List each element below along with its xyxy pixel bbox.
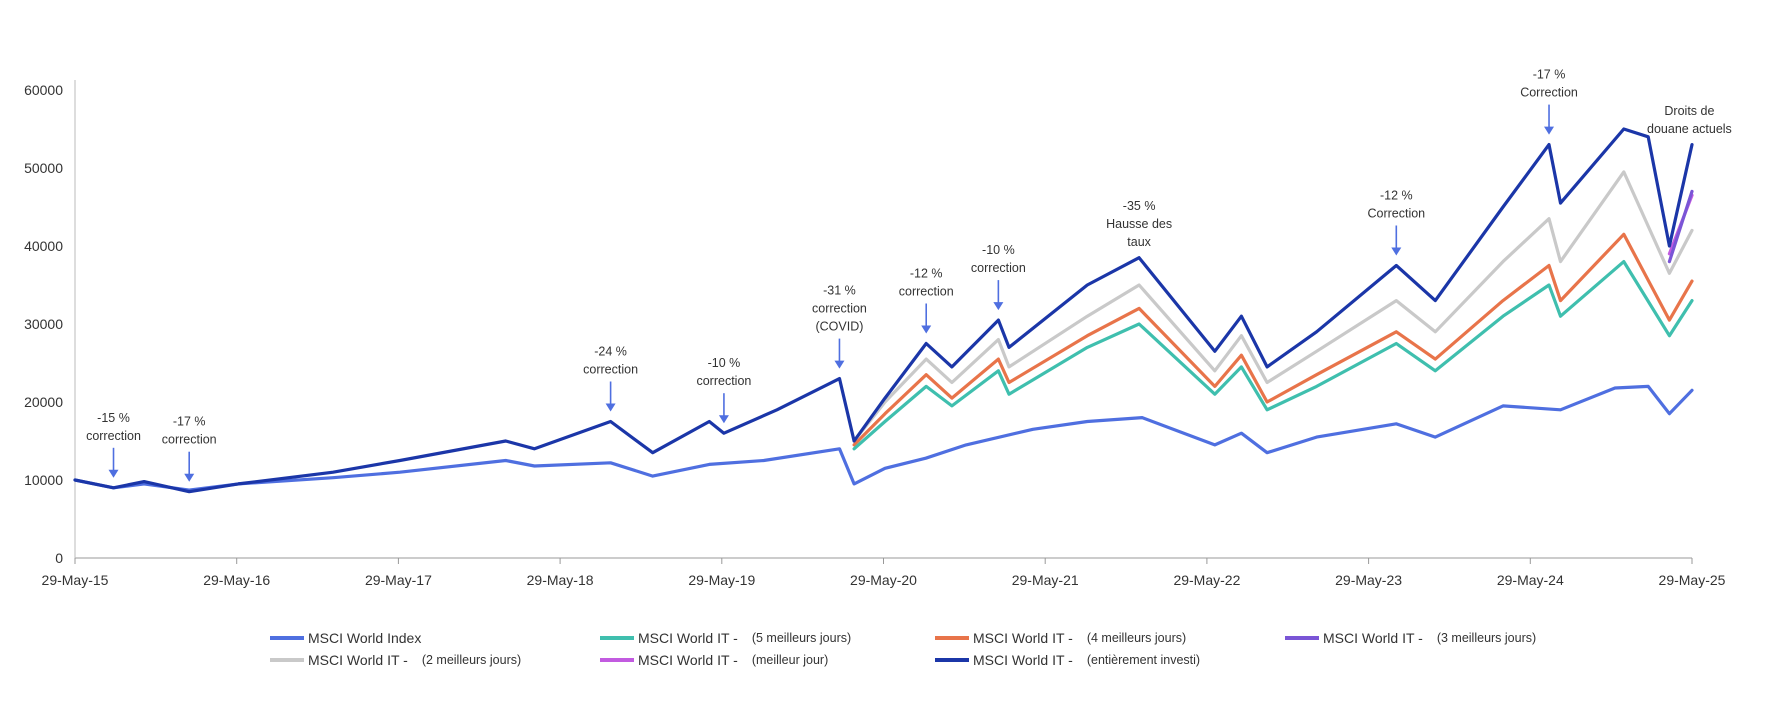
legend-swatch xyxy=(600,636,634,640)
series-line xyxy=(852,232,1694,447)
x-tick-label: 29-May-24 xyxy=(1497,572,1564,588)
legend-item: MSCI World IT - (meilleur jour) xyxy=(600,652,828,668)
legend-sublabel: (5 meilleurs jours) xyxy=(751,631,852,645)
x-tick-label: 29-May-19 xyxy=(688,572,755,588)
annotation-arrowhead xyxy=(718,415,729,424)
legend-item: MSCI World Index xyxy=(270,630,435,646)
annotation-label: -12 % xyxy=(910,267,943,281)
y-tick-label: 30000 xyxy=(24,316,63,332)
legend-label: MSCI World IT - xyxy=(973,652,1073,668)
series-line xyxy=(852,170,1694,443)
annotation-label: Correction xyxy=(1367,207,1425,221)
y-tick-label: 0 xyxy=(55,550,63,566)
legend-sublabel: (2 meilleurs jours) xyxy=(421,653,522,667)
annotation-label: -31 % xyxy=(823,284,856,298)
y-tick-label: 60000 xyxy=(24,82,63,98)
annotation-label: (COVID) xyxy=(815,320,863,334)
x-tick-label: 29-May-15 xyxy=(42,572,109,588)
legend-item: MSCI World IT - (3 meilleurs jours) xyxy=(1285,630,1536,646)
legend-swatch xyxy=(270,658,304,662)
annotation-label: Correction xyxy=(1520,86,1578,100)
x-tick-label: 29-May-22 xyxy=(1173,572,1240,588)
series-line xyxy=(73,384,1694,492)
annotation-arrowhead xyxy=(1391,247,1402,256)
legend-sublabel: (3 meilleurs jours) xyxy=(1436,631,1537,645)
annotation-label: correction xyxy=(583,363,638,377)
legend-swatch xyxy=(935,658,969,662)
series-line xyxy=(73,127,1694,494)
annotation-label: correction xyxy=(899,285,954,299)
legend-item: MSCI World IT - (entièrement investi) xyxy=(935,652,1200,668)
legend-swatch xyxy=(1285,636,1319,640)
annotation-arrowhead xyxy=(921,325,932,334)
annotation-label: -12 % xyxy=(1380,189,1413,203)
annotation-label: -15 % xyxy=(97,411,130,425)
annotation-label: -17 % xyxy=(173,415,206,429)
x-tick-label: 29-May-25 xyxy=(1659,572,1726,588)
x-tick-label: 29-May-20 xyxy=(850,572,917,588)
legend-label: MSCI World IT - xyxy=(973,630,1073,646)
x-tick-label: 29-May-21 xyxy=(1012,572,1079,588)
annotation-label: -10 % xyxy=(982,243,1015,257)
annotation-label: Droits de xyxy=(1664,104,1714,118)
y-tick-label: 20000 xyxy=(24,394,63,410)
x-tick-label: 29-May-18 xyxy=(527,572,594,588)
legend-label: MSCI World IT - xyxy=(638,630,738,646)
x-tick-label: 29-May-16 xyxy=(203,572,270,588)
annotation-arrowhead xyxy=(993,302,1004,311)
annotation-label: douane actuels xyxy=(1647,122,1732,136)
legend-swatch xyxy=(600,658,634,662)
annotation-label: taux xyxy=(1127,235,1151,249)
annotation-label: correction xyxy=(86,429,141,443)
legend-label: MSCI World Index xyxy=(308,630,422,646)
legend-item: MSCI World IT - (4 meilleurs jours) xyxy=(935,630,1186,646)
chart-svg: 0 10000 20000 30000 40000 50000 60000 29-May-15… xyxy=(24,68,1732,588)
annotation-arrowhead xyxy=(108,469,119,478)
annotation-label: correction xyxy=(812,302,867,316)
annotation-label: -17 % xyxy=(1533,68,1566,82)
legend-label: MSCI World IT - xyxy=(638,652,738,668)
y-tick-label: 50000 xyxy=(24,160,63,176)
annotation-label: correction xyxy=(971,261,1026,275)
annotation-label: correction xyxy=(696,374,751,388)
legend-label: MSCI World IT - xyxy=(308,652,408,668)
annotation-label: -24 % xyxy=(594,345,627,359)
x-tick-label: 29-May-23 xyxy=(1335,572,1402,588)
legend-sublabel: (entièrement investi) xyxy=(1086,653,1201,667)
legend-label: MSCI World IT - xyxy=(1323,630,1423,646)
legend-sublabel: (meilleur jour) xyxy=(751,653,829,667)
y-tick-label: 10000 xyxy=(24,472,63,488)
series-line xyxy=(1667,189,1694,264)
annotation-label: -35 % xyxy=(1123,199,1156,213)
legend-swatch xyxy=(935,636,969,640)
annotation-arrowhead xyxy=(1544,126,1555,135)
annotation-label: -10 % xyxy=(708,356,741,370)
annotation-arrowhead xyxy=(834,360,845,369)
annotation-arrowhead xyxy=(184,473,195,482)
y-tick-label: 40000 xyxy=(24,238,63,254)
annotation-arrowhead xyxy=(605,403,616,412)
series-line xyxy=(852,260,1694,451)
legend: MSCI World Index MSCI World IT - (5 meille… xyxy=(270,630,1570,690)
annotation-label: Hausse des xyxy=(1106,217,1172,231)
x-tick-label: 29-May-17 xyxy=(365,572,432,588)
legend-sublabel: (4 meilleurs jours) xyxy=(1086,631,1187,645)
annotation-label: correction xyxy=(162,433,217,447)
legend-item: MSCI World IT - (2 meilleurs jours) xyxy=(270,652,521,668)
legend-item: MSCI World IT - (5 meilleurs jours) xyxy=(600,630,851,646)
legend-swatch xyxy=(270,636,304,640)
